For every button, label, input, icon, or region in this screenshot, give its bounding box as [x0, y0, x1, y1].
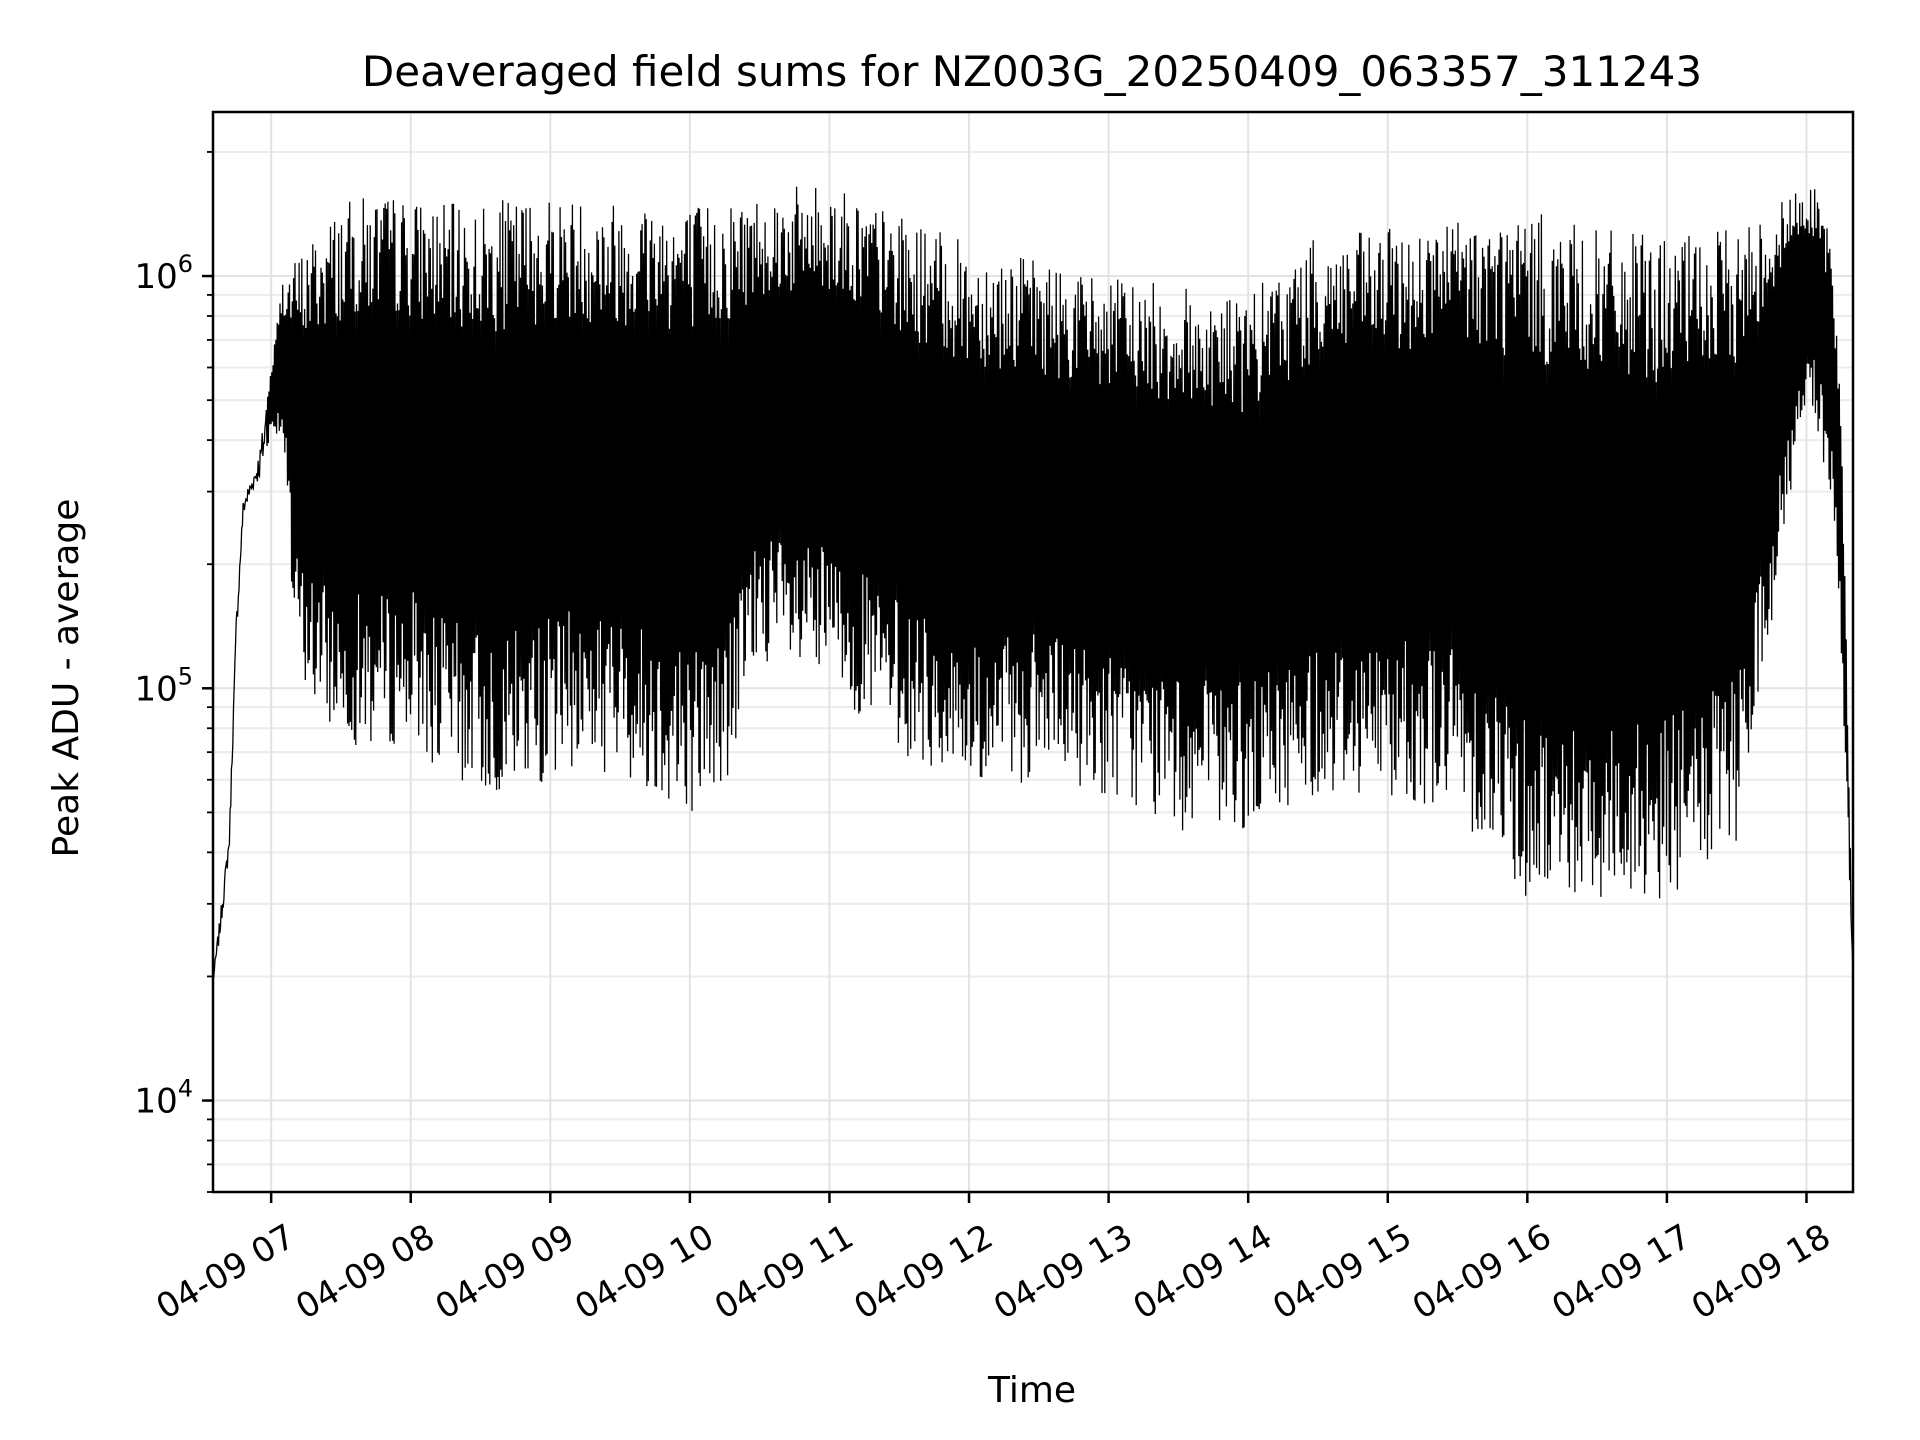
y-axis-label: Peak ADU - average [46, 499, 87, 858]
y-tick-label: 106 [134, 250, 193, 297]
y-tick-label-base: 10 [134, 257, 177, 297]
series-line [212, 186, 1854, 981]
x-axis-label: Time [987, 1370, 1076, 1411]
y-tick-label: 104 [134, 1075, 193, 1122]
y-tick-label: 105 [134, 662, 193, 709]
y-tick-label-exponent: 5 [178, 662, 193, 690]
y-tick-label-exponent: 4 [178, 1075, 193, 1103]
y-tick-label-exponent: 6 [178, 250, 193, 278]
y-tick-label-base: 10 [134, 1082, 177, 1122]
y-tick-label-base: 10 [134, 669, 177, 709]
chart-title: Deaveraged field sums for NZ003G_2025040… [362, 47, 1702, 96]
plot-frame [211, 110, 1855, 1194]
